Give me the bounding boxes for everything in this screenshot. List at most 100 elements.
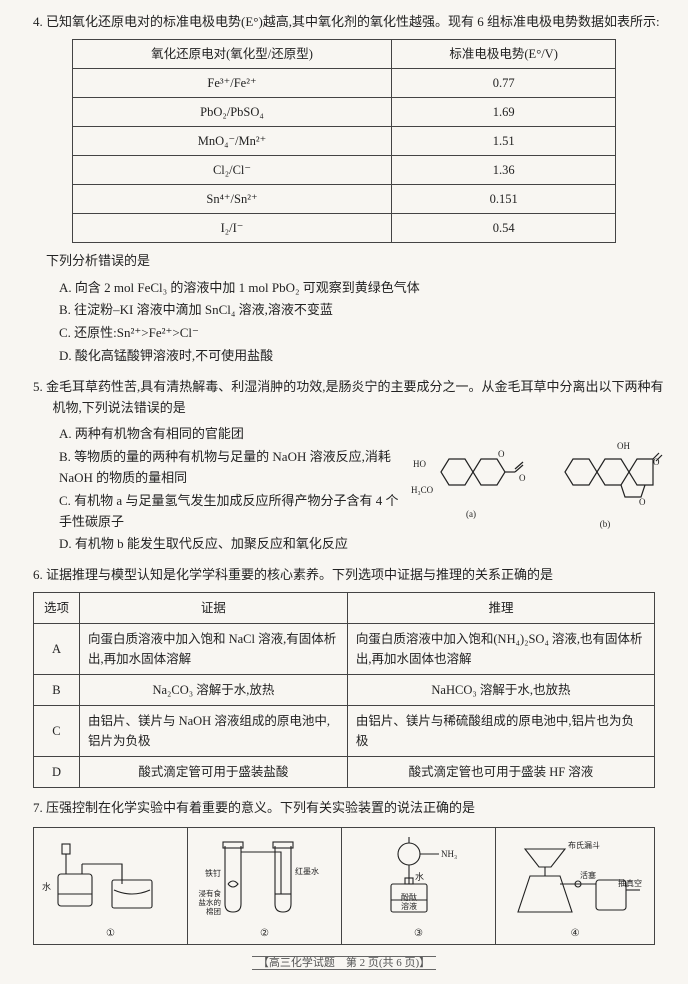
svg-text:O: O xyxy=(519,473,526,483)
label-2: ② xyxy=(192,926,337,942)
table-row: BNa₂CO₃ 溶解于水,放热NaHCO₃ 溶解于水,也放热 xyxy=(33,674,654,705)
label-4: ④ xyxy=(500,926,650,942)
apparatus-2: 铁钉 浸有食盐水的棉团 红墨水 ② xyxy=(188,828,342,944)
table-row: PbO₂/PbSO₄1.69 xyxy=(72,97,615,126)
cell: D xyxy=(33,756,79,787)
cell: Na₂CO₃ 溶解于水,放热 xyxy=(79,674,347,705)
phph-label: 酚酞溶液 xyxy=(401,892,417,911)
buchner-label: 布氏漏斗 xyxy=(568,840,600,850)
q6-num: 6. xyxy=(33,567,43,582)
q6-th-1: 证据 xyxy=(79,592,347,623)
q4-th-1: 标准电极电势(E°/V) xyxy=(392,39,616,68)
cell: 由铝片、镁片与稀硫酸组成的原电池中,铝片也为负极 xyxy=(347,705,654,756)
label-b: (b) xyxy=(542,517,668,531)
opt-C: C. 还原性:Sn²⁺>Fe²⁺>Cl⁻ xyxy=(59,323,668,344)
cell: 0.54 xyxy=(392,213,616,242)
q6-th-2: 推理 xyxy=(347,592,654,623)
q6-stem: 6. 证据推理与模型认知是化学学科重要的核心素养。下列选项中证据与推理的关系正确… xyxy=(20,565,668,586)
oh-label: OH xyxy=(617,441,630,451)
q5-molecule-figures: O O HO H₃CO (a) O O xyxy=(408,437,668,531)
table-row: Sn⁴⁺/Sn²⁺0.151 xyxy=(72,184,615,213)
nh3-label: NH₃ xyxy=(441,849,457,859)
cell: B xyxy=(33,674,79,705)
cell: Sn⁴⁺/Sn²⁺ xyxy=(72,184,391,213)
apparatus-3-svg: NH₃ 水 酚酞溶液 xyxy=(349,834,489,924)
vacuum-label: 抽真空 xyxy=(618,878,642,888)
footer-text: 【高三化学试题 第 2 页(共 6 页)】 xyxy=(252,956,436,970)
opt-A: A. 两种有机物含有相同的官能团 xyxy=(59,424,410,445)
label-1: ① xyxy=(38,926,183,942)
question-5: 5. 金毛耳草药性苦,具有清热解毒、利湿消肿的功效,是肠炎宁的主要成分之一。从金… xyxy=(20,377,668,555)
cell: A xyxy=(33,623,79,674)
stopcock-label: 活塞 xyxy=(580,870,596,880)
question-7: 7. 压强控制在化学实验中有着重要的意义。下列有关实验装置的说法正确的是 水 xyxy=(20,798,668,945)
molecule-b: O O OH (b) xyxy=(542,437,668,531)
q4-table: 氧化还原电对(氧化型/还原型) 标准电极电势(E°/V) Fe³⁺/Fe²⁺0.… xyxy=(72,39,616,243)
q4-th-0: 氧化还原电对(氧化型/还原型) xyxy=(72,39,391,68)
cell: 向蛋白质溶液中加入饱和 NaCl 溶液,有固体析出,再加水固体溶解 xyxy=(79,623,347,674)
svg-text:O: O xyxy=(498,449,505,459)
q5-stem-text: 金毛耳草药性苦,具有清热解毒、利湿消肿的功效,是肠炎宁的主要成分之一。从金毛耳草… xyxy=(46,379,664,415)
apparatus-2-svg: 铁钉 浸有食盐水的棉团 红墨水 xyxy=(195,834,335,924)
opt-C: C. 有机物 a 与足量氢气发生加成反应所得产物分子含有 4 个手性碳原子 xyxy=(59,491,410,533)
molecule-a-svg: O O HO H₃CO xyxy=(411,437,531,507)
table-row: I₂/I⁻0.54 xyxy=(72,213,615,242)
cell: 1.69 xyxy=(392,97,616,126)
q4-stem-text: 已知氧化还原电对的标准电极电势(E°)越高,其中氧化剂的氧化性越强。现有 6 组… xyxy=(46,14,660,29)
q4-stem: 4. 已知氧化还原电对的标准电极电势(E°)越高,其中氧化剂的氧化性越强。现有 … xyxy=(20,12,668,33)
q4-prompt: 下列分析错误的是 xyxy=(20,251,668,272)
water-label-2: 水 xyxy=(415,871,424,882)
cell: 向蛋白质溶液中加入饱和(NH₄)₂SO₄ 溶液,也有固体析出,再加水固体也溶解 xyxy=(347,623,654,674)
label-a: (a) xyxy=(408,507,534,521)
q4-num: 4. xyxy=(33,14,43,29)
opt-D: D. 酸化高锰酸钾溶液时,不可使用盐酸 xyxy=(59,346,668,367)
cell: 0.77 xyxy=(392,68,616,97)
apparatus-1: 水 ① xyxy=(34,828,188,944)
water-label: 水 xyxy=(42,881,51,892)
table-row: Fe³⁺/Fe²⁺0.77 xyxy=(72,68,615,97)
q5-options: A. 两种有机物含有相同的官能团 B. 等物质的量的两种有机物与足量的 NaOH… xyxy=(20,424,410,555)
cell: 1.51 xyxy=(392,126,616,155)
svg-text:O: O xyxy=(639,497,646,507)
q6-table: 选项 证据 推理 A向蛋白质溶液中加入饱和 NaCl 溶液,有固体析出,再加水固… xyxy=(33,592,655,788)
apparatus-4-svg: 布氏漏斗 活塞 抽真空 xyxy=(500,834,650,924)
h3co-label: H₃CO xyxy=(411,485,434,495)
opt-A: A. 向含 2 mol FeCl₃ 的溶液中加 1 mol PbO₂ 可观察到黄… xyxy=(59,278,668,299)
table-row: D酸式滴定管可用于盛装盐酸酸式滴定管也可用于盛装 HF 溶液 xyxy=(33,756,654,787)
red-ink-label: 红墨水 xyxy=(295,866,319,876)
question-6: 6. 证据推理与模型认知是化学学科重要的核心素养。下列选项中证据与推理的关系正确… xyxy=(20,565,668,788)
q7-apparatus-row: 水 ① 铁钉 浸有食盐水的棉团 红墨水 ② xyxy=(33,827,655,945)
molecule-a: O O HO H₃CO (a) xyxy=(408,437,534,531)
apparatus-1-svg: 水 xyxy=(40,834,180,924)
table-row: C由铝片、镁片与 NaOH 溶液组成的原电池中,铝片为负极由铝片、镁片与稀硫酸组… xyxy=(33,705,654,756)
cell: MnO₄⁻/Mn²⁺ xyxy=(72,126,391,155)
molecule-b-svg: O O OH xyxy=(545,437,665,517)
cell: PbO₂/PbSO₄ xyxy=(72,97,391,126)
q5-stem: 5. 金毛耳草药性苦,具有清热解毒、利湿消肿的功效,是肠炎宁的主要成分之一。从金… xyxy=(20,377,668,419)
label-3: ③ xyxy=(346,926,491,942)
cell: Cl₂/Cl⁻ xyxy=(72,155,391,184)
q7-num: 7. xyxy=(33,800,43,815)
q6-stem-text: 证据推理与模型认知是化学学科重要的核心素养。下列选项中证据与推理的关系正确的是 xyxy=(46,567,553,582)
cell: NaHCO₃ 溶解于水,也放热 xyxy=(347,674,654,705)
table-row: A向蛋白质溶液中加入饱和 NaCl 溶液,有固体析出,再加水固体溶解向蛋白质溶液… xyxy=(33,623,654,674)
cell: 0.151 xyxy=(392,184,616,213)
opt-B: B. 往淀粉–KI 溶液中滴加 SnCl₄ 溶液,溶液不变蓝 xyxy=(59,300,668,321)
cotton-label: 浸有食盐水的棉团 xyxy=(198,888,221,916)
q4-options: A. 向含 2 mol FeCl₃ 的溶液中加 1 mol PbO₂ 可观察到黄… xyxy=(20,278,668,367)
nail-label: 铁钉 xyxy=(205,868,221,878)
apparatus-4: 布氏漏斗 活塞 抽真空 ④ xyxy=(496,828,654,944)
ho-label: HO xyxy=(413,459,426,469)
cell: Fe³⁺/Fe²⁺ xyxy=(72,68,391,97)
table-row: Cl₂/Cl⁻1.36 xyxy=(72,155,615,184)
cell: I₂/I⁻ xyxy=(72,213,391,242)
q5-num: 5. xyxy=(33,379,43,394)
q7-stem-text: 压强控制在化学实验中有着重要的意义。下列有关实验装置的说法正确的是 xyxy=(46,800,475,815)
table-row: MnO₄⁻/Mn²⁺1.51 xyxy=(72,126,615,155)
cell: 由铝片、镁片与 NaOH 溶液组成的原电池中,铝片为负极 xyxy=(79,705,347,756)
opt-B: B. 等物质的量的两种有机物与足量的 NaOH 溶液反应,消耗 NaOH 的物质… xyxy=(59,447,410,489)
opt-D: D. 有机物 b 能发生取代反应、加聚反应和氧化反应 xyxy=(59,534,410,555)
cell: 酸式滴定管也可用于盛装 HF 溶液 xyxy=(347,756,654,787)
apparatus-3: NH₃ 水 酚酞溶液 ③ xyxy=(342,828,496,944)
question-4: 4. 已知氧化还原电对的标准电极电势(E°)越高,其中氧化剂的氧化性越强。现有 … xyxy=(20,12,668,367)
